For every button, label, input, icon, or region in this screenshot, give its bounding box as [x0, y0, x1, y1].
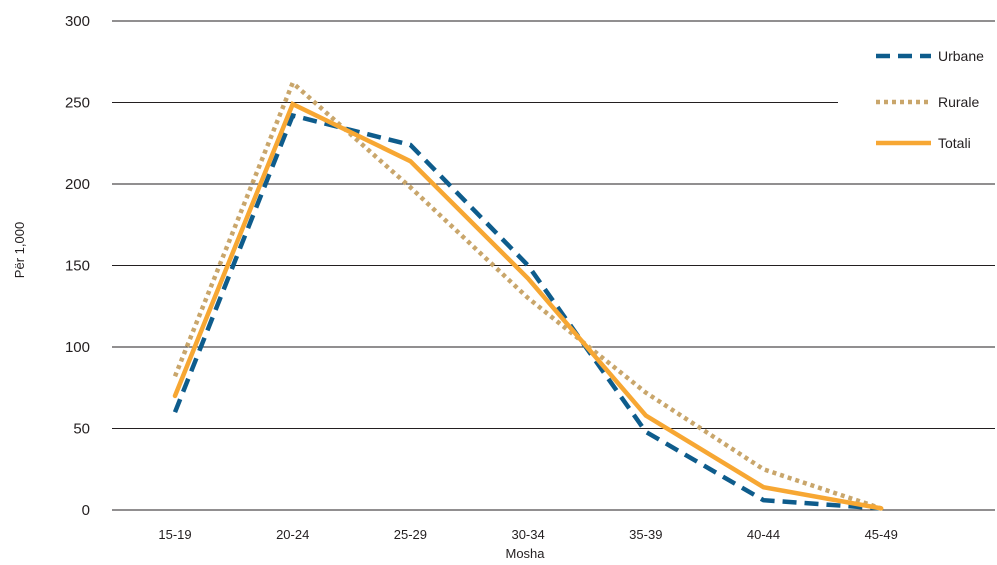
x-tick-label: 45-49 — [865, 527, 898, 542]
series-line-rurale — [172, 79, 882, 511]
y-tick-label: 250 — [65, 95, 90, 112]
legend-label-rurale: Rurale — [938, 94, 979, 110]
y-tick-label: 200 — [65, 176, 90, 193]
x-tick-label: 35-39 — [629, 527, 662, 542]
series-lines — [172, 79, 884, 511]
y-axis-ticks: 0 50 100 150 200 250 300 — [65, 13, 90, 519]
y-tick-label: 300 — [65, 13, 90, 30]
y-axis-title: Për 1,000 — [12, 222, 27, 278]
series-line-urbane — [172, 112, 882, 511]
legend: Urbane Rurale Totali — [876, 48, 984, 151]
legend-label-totali: Totali — [938, 135, 971, 151]
x-tick-label: 20-24 — [276, 527, 309, 542]
x-tick-label: 30-34 — [511, 527, 544, 542]
legend-label-urbane: Urbane — [938, 48, 984, 64]
y-tick-label: 50 — [73, 421, 90, 438]
x-tick-label: 40-44 — [747, 527, 780, 542]
x-tick-label: 25-29 — [394, 527, 427, 542]
x-axis-ticks: 15-19 20-24 25-29 30-34 35-39 40-44 45-49 — [158, 527, 897, 542]
gridlines — [112, 20, 995, 511]
series-line-totali — [172, 101, 884, 511]
x-axis-title: Mosha — [505, 546, 545, 561]
x-tick-label: 15-19 — [158, 527, 191, 542]
y-tick-label: 0 — [82, 502, 90, 519]
y-tick-label: 150 — [65, 258, 90, 275]
y-tick-label: 100 — [65, 339, 90, 356]
